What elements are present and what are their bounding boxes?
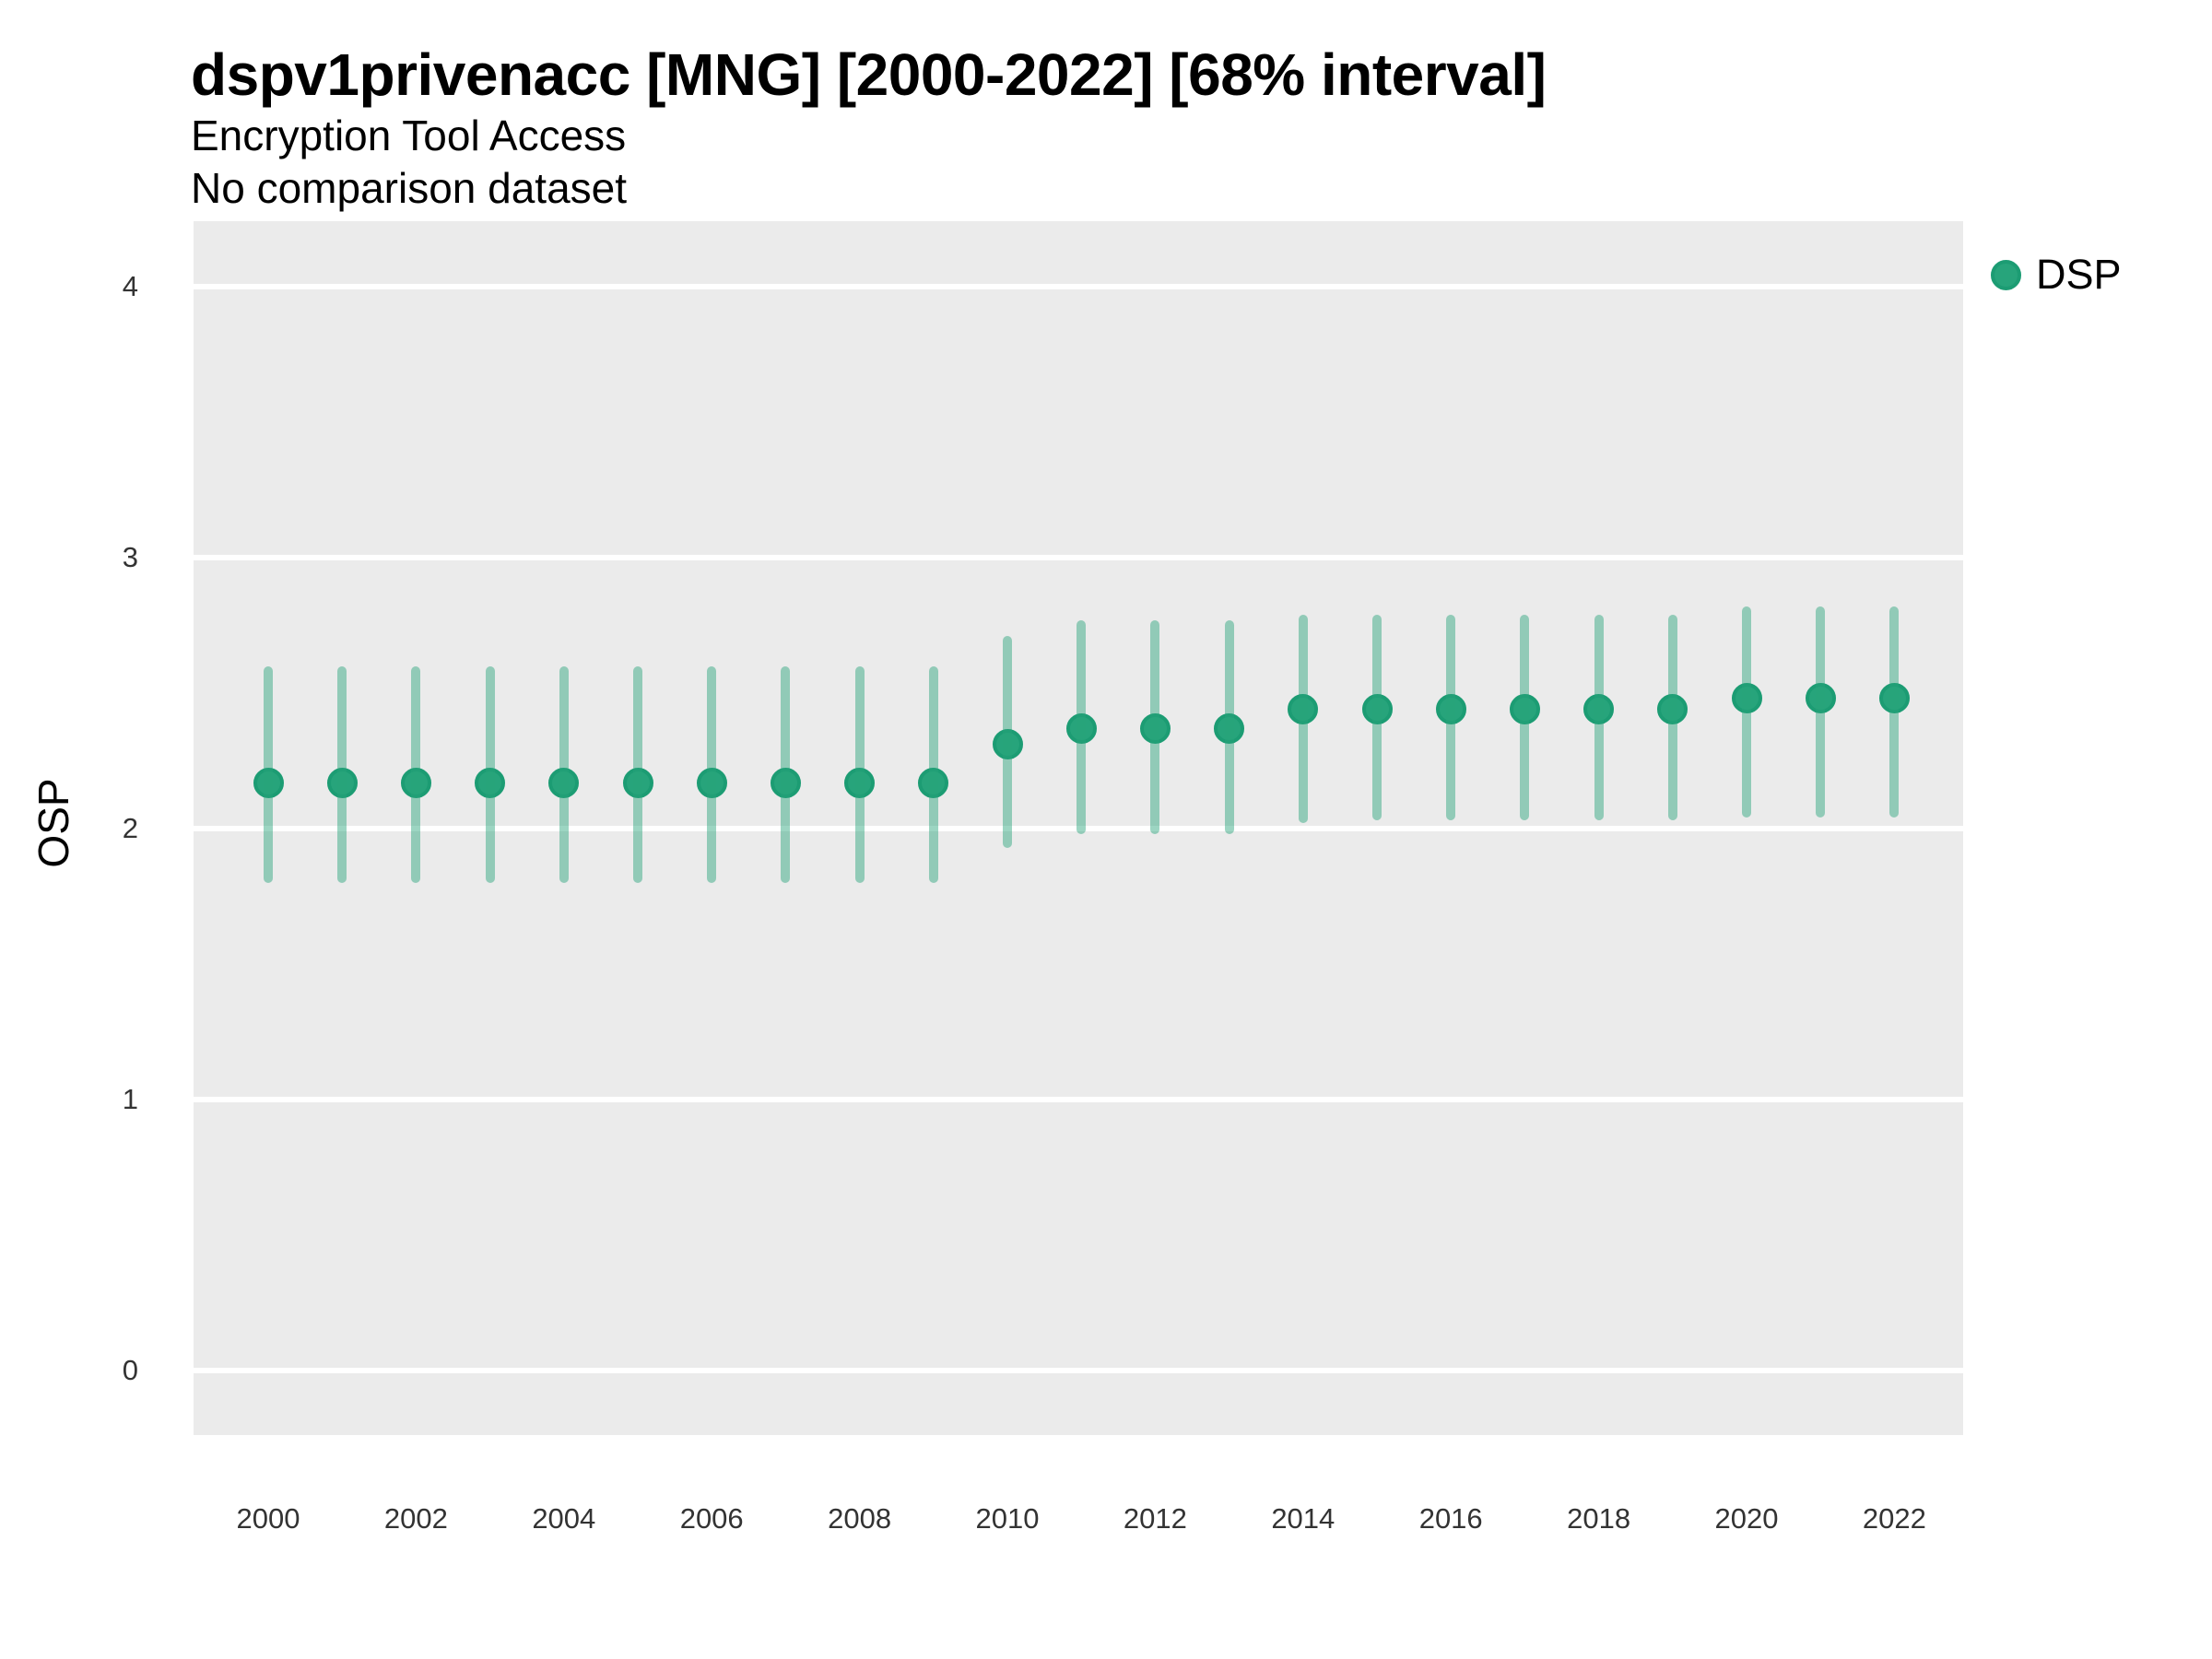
interval-bar xyxy=(411,665,421,883)
data-point xyxy=(1731,683,1762,714)
chart-note: No comparison dataset xyxy=(191,164,628,212)
legend-label: DSP xyxy=(2036,251,2122,298)
interval-bar xyxy=(1742,606,1751,818)
data-point xyxy=(1214,712,1245,744)
y-tick-label: 3 xyxy=(122,541,138,573)
interval-bar xyxy=(485,665,495,883)
data-point xyxy=(400,767,431,798)
chart-subtitle: Encryption Tool Access xyxy=(191,112,627,159)
data-point xyxy=(1139,712,1171,744)
x-tick-label: 2006 xyxy=(679,1502,744,1535)
chart-title: dspv1privenacc [MNG] [2000-2022] [68% in… xyxy=(191,41,1547,108)
interval-bar xyxy=(707,665,717,883)
data-point xyxy=(1805,683,1836,714)
x-tick-label: 2018 xyxy=(1567,1502,1631,1535)
interval-bar xyxy=(1594,614,1604,821)
data-point xyxy=(475,767,506,798)
interval-bar xyxy=(1150,619,1160,834)
x-tick-label: 2016 xyxy=(1418,1502,1483,1535)
x-tick-label: 2008 xyxy=(828,1502,892,1535)
interval-bar xyxy=(1372,614,1382,821)
y-tick-label: 4 xyxy=(122,270,138,302)
interval-bar xyxy=(1667,614,1677,821)
x-tick-label: 2022 xyxy=(1862,1502,1926,1535)
data-point xyxy=(1583,694,1615,725)
interval-bar xyxy=(1520,614,1530,821)
data-point xyxy=(1361,694,1393,725)
data-point xyxy=(1878,683,1910,714)
interval-bar xyxy=(1446,614,1456,821)
gridline-y-3 xyxy=(194,555,1963,560)
x-tick-label: 2012 xyxy=(1123,1502,1187,1535)
data-point xyxy=(844,767,876,798)
data-point xyxy=(1288,694,1319,725)
interval-bar xyxy=(264,665,273,883)
interval-bar xyxy=(1889,606,1900,818)
data-point xyxy=(992,729,1023,760)
gridline-y-4 xyxy=(194,284,1963,289)
plot-panel xyxy=(194,221,1963,1435)
legend-point-icon xyxy=(1991,259,2021,290)
y-tick-label: 1 xyxy=(122,1083,138,1115)
gridline-y-2 xyxy=(194,826,1963,831)
y-tick-label: 0 xyxy=(122,1354,138,1386)
interval-bar xyxy=(633,665,642,883)
interval-bar xyxy=(1077,619,1087,834)
interval-bar xyxy=(559,665,569,883)
data-point xyxy=(1509,694,1540,725)
x-tick-label: 2010 xyxy=(975,1502,1040,1535)
data-point xyxy=(548,767,580,798)
gridline-y-0 xyxy=(194,1368,1963,1373)
data-point xyxy=(622,767,653,798)
interval-bar xyxy=(1224,619,1234,834)
data-point xyxy=(1435,694,1466,725)
interval-bar xyxy=(854,665,865,883)
x-tick-label: 2004 xyxy=(532,1502,596,1535)
interval-bar xyxy=(1816,606,1826,818)
interval-bar xyxy=(928,665,938,883)
x-tick-label: 2002 xyxy=(383,1502,448,1535)
legend: DSP xyxy=(1991,249,2122,300)
x-tick-label: 2020 xyxy=(1714,1502,1779,1535)
interval-bar xyxy=(1003,636,1012,848)
x-tick-label: 2014 xyxy=(1271,1502,1335,1535)
data-point xyxy=(1657,694,1688,725)
data-point xyxy=(253,767,284,798)
y-tick-label: 2 xyxy=(122,812,138,844)
data-point xyxy=(696,767,727,798)
data-point xyxy=(918,767,949,798)
data-point xyxy=(326,767,358,798)
x-tick-label: 2000 xyxy=(236,1502,300,1535)
data-point xyxy=(770,767,801,798)
data-point xyxy=(1065,712,1097,744)
interval-bar xyxy=(1298,614,1308,824)
gridline-y-1 xyxy=(194,1097,1963,1102)
interval-bar xyxy=(781,665,791,883)
interval-bar xyxy=(337,665,347,883)
